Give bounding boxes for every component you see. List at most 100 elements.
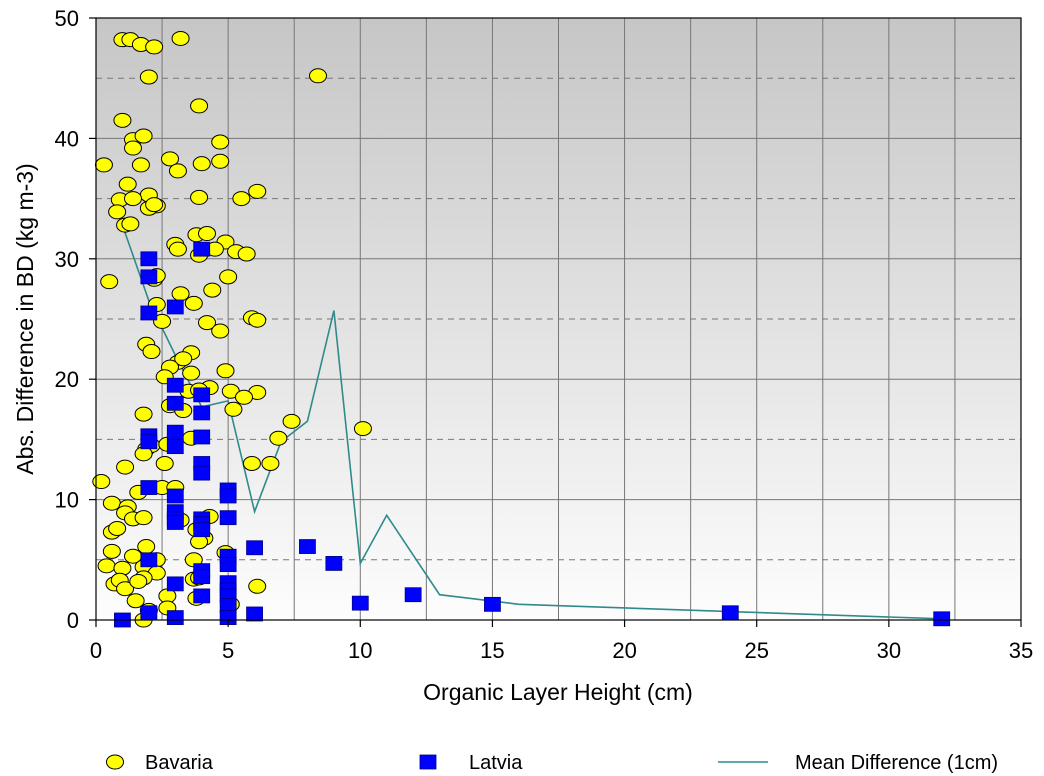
data-point-latvia <box>721 605 739 621</box>
data-point-latvia <box>193 569 211 585</box>
legend-marker-latvia <box>419 754 437 770</box>
data-point-latvia <box>166 395 184 411</box>
data-point-bavaria <box>124 191 142 207</box>
data-point-latvia <box>193 429 211 445</box>
legend-label: Bavaria <box>145 752 214 774</box>
data-point-bavaria <box>211 134 230 150</box>
x-tick-label: 35 <box>1009 638 1033 663</box>
data-point-bavaria <box>116 581 135 597</box>
legend-label: Mean Difference (1cm) <box>795 752 998 774</box>
data-point-bavaria <box>139 69 158 85</box>
data-point-latvia <box>166 488 184 504</box>
y-tick-label: 40 <box>55 126 79 151</box>
data-point-latvia <box>140 305 158 321</box>
data-point-latvia <box>140 269 158 285</box>
data-point-bavaria <box>102 543 121 559</box>
data-point-bavaria <box>155 455 174 471</box>
data-point-bavaria <box>168 241 187 257</box>
data-point-bavaria <box>113 112 132 128</box>
y-axis-title: Abs. Difference in BD (kg m-3) <box>12 163 38 474</box>
data-point-bavaria <box>219 269 238 285</box>
grid-lines <box>96 18 1021 620</box>
data-point-latvia <box>933 611 951 627</box>
data-point-bavaria <box>242 455 261 471</box>
data-point-latvia <box>193 522 211 538</box>
data-point-bavaria <box>216 363 235 379</box>
data-point-bavaria <box>174 351 193 367</box>
data-point-latvia <box>404 587 422 603</box>
data-point-bavaria <box>198 315 216 331</box>
data-point-bavaria <box>161 151 179 167</box>
data-point-bavaria <box>261 455 280 471</box>
data-point-latvia <box>140 552 158 568</box>
data-point-latvia <box>219 488 237 504</box>
data-point-bavaria <box>248 578 267 594</box>
data-point-bavaria <box>184 295 203 311</box>
data-point-latvia <box>246 606 263 622</box>
data-point-bavaria <box>100 274 119 290</box>
data-point-bavaria <box>134 128 153 144</box>
data-point-bavaria <box>309 68 327 84</box>
data-point-latvia <box>166 377 184 393</box>
data-point-latvia <box>219 557 237 573</box>
data-point-bavaria <box>142 344 161 360</box>
x-tick-label: 20 <box>612 638 636 663</box>
data-point-bavaria <box>108 204 127 220</box>
data-point-latvia <box>246 540 263 556</box>
data-point-bavaria <box>171 286 190 302</box>
data-point-latvia <box>325 556 343 571</box>
points-layer <box>92 30 951 628</box>
data-point-latvia <box>166 610 184 625</box>
y-tick-label: 10 <box>55 488 79 513</box>
data-point-latvia <box>193 241 211 257</box>
data-point-bavaria <box>211 153 230 169</box>
data-point-latvia <box>351 595 369 611</box>
legend: Bavaria Latvia Mean Difference (1cm) <box>106 752 998 774</box>
data-point-latvia <box>193 387 211 403</box>
data-point-bavaria <box>237 246 256 262</box>
x-tick-label: 15 <box>480 638 504 663</box>
data-point-latvia <box>166 515 184 530</box>
x-tick-label: 5 <box>222 638 234 663</box>
data-point-latvia <box>166 424 184 440</box>
data-point-latvia <box>299 539 316 554</box>
data-point-bavaria <box>118 176 137 192</box>
data-point-bavaria <box>92 474 111 490</box>
data-point-latvia <box>140 605 158 621</box>
legend-marker-bavaria <box>106 754 124 770</box>
x-tick-label: 25 <box>744 638 768 663</box>
data-point-bavaria <box>134 406 153 422</box>
data-point-bavaria <box>145 197 164 213</box>
data-point-latvia <box>219 510 237 526</box>
data-point-bavaria <box>121 216 140 232</box>
data-point-latvia <box>140 434 158 450</box>
data-point-latvia <box>166 576 184 592</box>
legend-label: Latvia <box>469 752 523 774</box>
data-point-bavaria <box>190 189 209 205</box>
data-point-latvia <box>193 588 211 604</box>
data-point-bavaria <box>182 365 201 381</box>
y-tick-label: 0 <box>67 608 79 633</box>
data-point-bavaria <box>116 459 135 475</box>
data-point-latvia <box>140 251 158 267</box>
data-point-bavaria <box>235 389 253 405</box>
data-point-bavaria <box>269 430 288 446</box>
data-point-bavaria <box>248 312 267 328</box>
data-point-bavaria <box>198 226 216 242</box>
data-point-bavaria <box>94 157 113 173</box>
data-point-bavaria <box>224 401 243 417</box>
plot-frame <box>95 17 1022 621</box>
data-point-bavaria <box>190 98 209 114</box>
data-point-bavaria <box>248 183 267 199</box>
data-point-bavaria <box>145 39 164 55</box>
data-point-latvia <box>484 596 501 612</box>
data-point-bavaria <box>232 191 251 207</box>
data-point-latvia <box>193 405 211 421</box>
data-point-latvia <box>166 299 184 315</box>
data-point-bavaria <box>153 313 172 329</box>
x-tick-label: 30 <box>877 638 901 663</box>
data-point-bavaria <box>282 413 301 429</box>
data-point-bavaria <box>108 520 127 536</box>
data-point-bavaria <box>97 558 116 574</box>
